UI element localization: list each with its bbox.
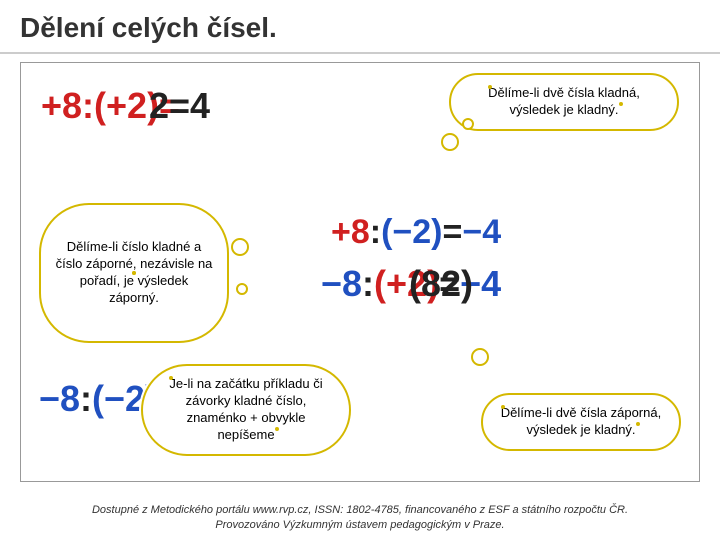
cloud-bubble bbox=[236, 283, 248, 295]
cloud-positive-positive: Dělíme-li dvě čísla kladná, výsledek je … bbox=[449, 73, 679, 131]
page-title: Dělení celých čísel. bbox=[0, 0, 720, 54]
cloud-text: Dělíme-li dvě čísla záporná, výsledek je… bbox=[501, 405, 661, 437]
cloud-bubble bbox=[231, 238, 249, 256]
cloud-plus-omitted: Je-li na začátku příkladu či závorky kla… bbox=[141, 364, 351, 456]
equation-2: +8:(−2)=−4 bbox=[331, 213, 501, 252]
cloud-text: Dělíme-li dvě čísla kladná, výsledek je … bbox=[488, 85, 640, 117]
cloud-bubble bbox=[471, 348, 489, 366]
cloud-text: Je-li na začátku příkladu či závorky kla… bbox=[169, 376, 322, 442]
equation-1-layer2: 2=4 bbox=[149, 85, 210, 127]
footer-citation: Dostupné z Metodického portálu www.rvp.c… bbox=[20, 503, 700, 532]
cloud-negative-negative: Dělíme-li dvě čísla záporná, výsledek je… bbox=[481, 393, 681, 451]
content-frame: +8:(+2)= 2=4 Dělíme-li dvě čísla kladná,… bbox=[20, 62, 700, 482]
footer-line2: Provozováno Výzkumným ústavem pedagogick… bbox=[215, 519, 504, 531]
footer-line1: Dostupné z Metodického portálu www.rvp.c… bbox=[92, 504, 628, 516]
cloud-bubble bbox=[441, 133, 459, 151]
equation-3-overlay: (82) bbox=[409, 263, 473, 305]
cloud-bubble bbox=[462, 118, 474, 130]
cloud-mixed-signs: Dělíme-li číslo kladné a číslo záporné, … bbox=[39, 203, 229, 343]
cloud-text: Dělíme-li číslo kladné a číslo záporné, … bbox=[55, 239, 213, 307]
